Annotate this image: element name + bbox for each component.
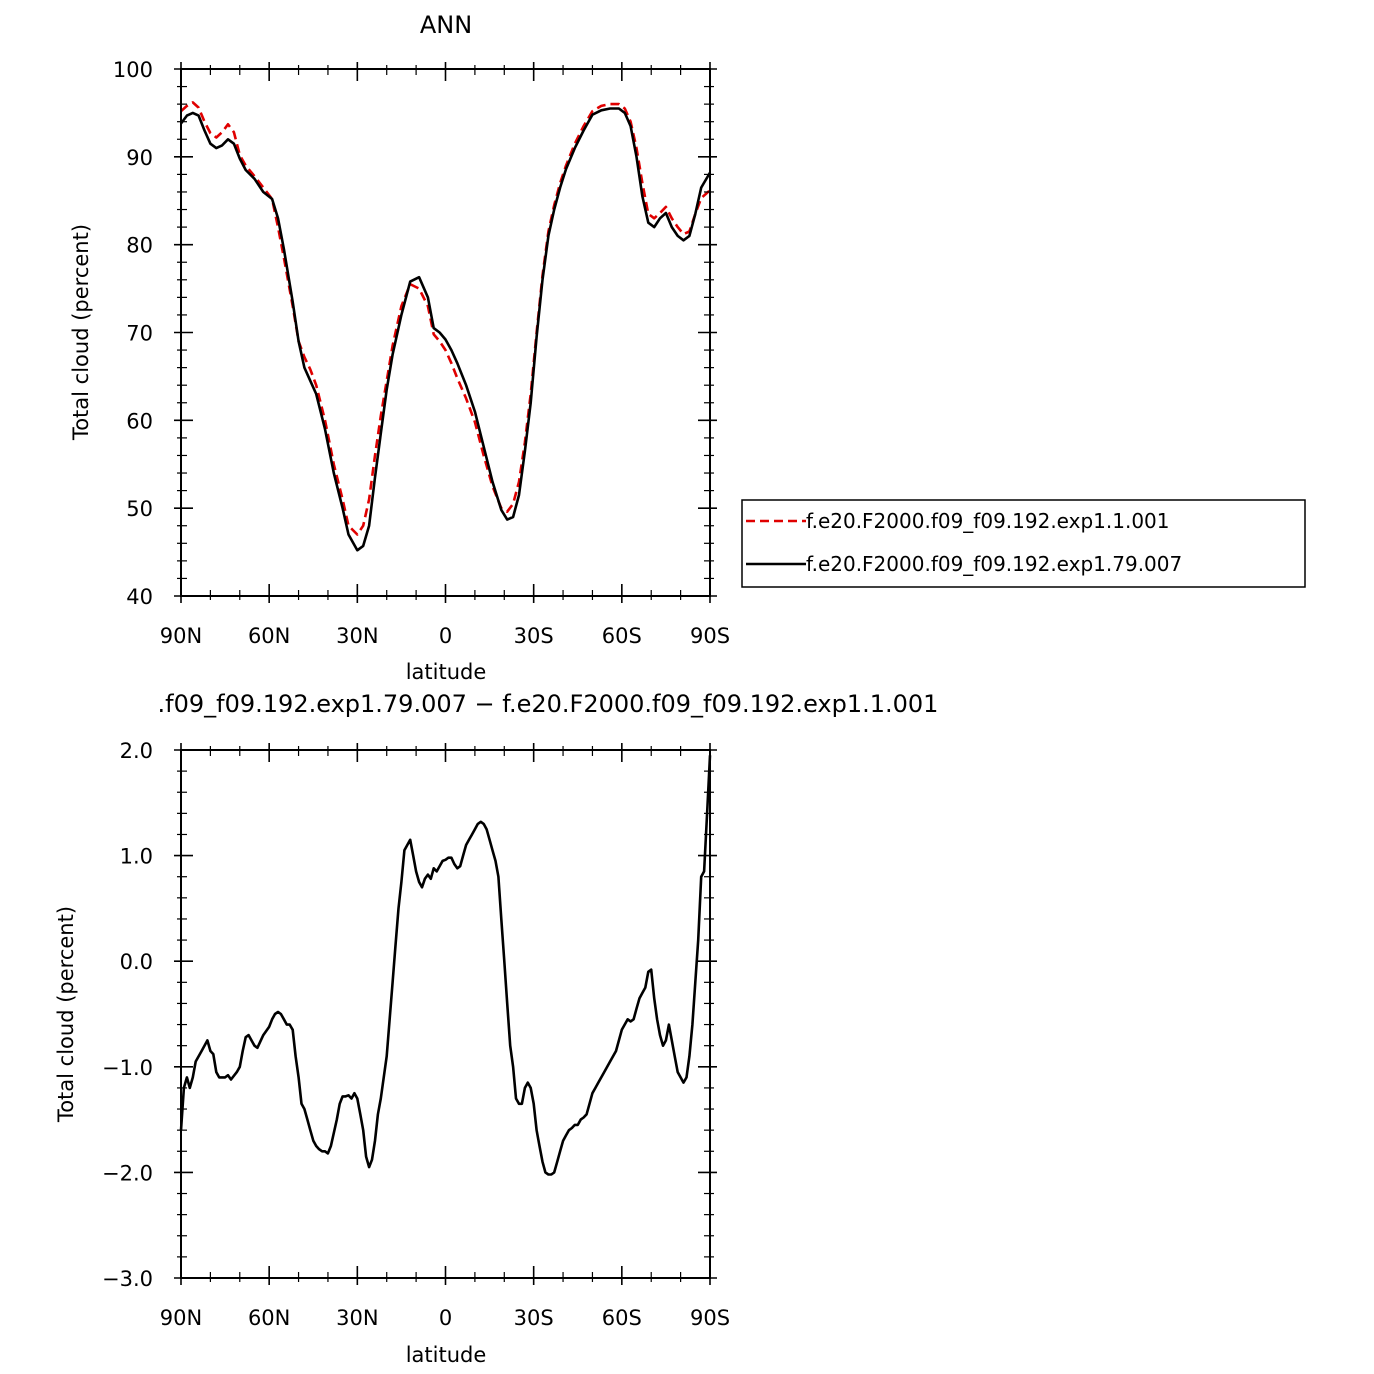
panel-title: .f09_f09.192.exp1.79.007 − f.e20.F2000.f… <box>158 690 939 718</box>
y-tick-label: 0.0 <box>120 950 153 974</box>
y-tick-label: 100 <box>113 58 153 82</box>
x-tick-label: 30N <box>336 1306 378 1330</box>
y-tick-label: −1.0 <box>102 1056 153 1080</box>
y-tick-label: 70 <box>126 322 153 346</box>
y-tick-label: 60 <box>126 409 153 433</box>
series-group <box>179 755 712 1176</box>
axis-ticks: 90N 60N 30N 0 30S 60S 90S 40 50 60 70 80 90 100 <box>113 58 730 648</box>
x-tick-label: 0 <box>439 1306 452 1330</box>
x-tick-label: 60N <box>248 1306 290 1330</box>
x-tick-label: 90S <box>690 1306 730 1330</box>
legend-label-1: f.e20.F2000.f09_f09.192.exp1.1.001 <box>806 509 1170 533</box>
x-tick-label: 60S <box>602 1306 642 1330</box>
legend: f.e20.F2000.f09_f09.192.exp1.1.001 f.e20… <box>741 499 1306 588</box>
x-tick-label: 90N <box>160 624 202 648</box>
y-tick-label: 80 <box>126 234 153 258</box>
x-tick-label: 30S <box>514 624 554 648</box>
y-axis-title: Total cloud (percent) <box>54 906 78 1123</box>
y-tick-label: 1.0 <box>120 845 153 869</box>
plot-frame <box>180 68 711 597</box>
legend-box <box>741 499 1306 588</box>
x-tick-label: 60S <box>602 624 642 648</box>
x-tick-label: 0 <box>439 624 452 648</box>
y-axis-title: Total cloud (percent) <box>69 224 93 441</box>
series-line-1 <box>179 755 712 1176</box>
difference-panel: .f09_f09.192.exp1.79.007 − f.e20.F2000.f… <box>54 690 938 1367</box>
x-axis-title: latitude <box>406 1343 487 1367</box>
x-axis-title: latitude <box>406 660 487 684</box>
x-tick-label: 30S <box>514 1306 554 1330</box>
y-tick-label: −2.0 <box>102 1161 153 1185</box>
annual-cloud-panel: ANN 90N 60N 30N 0 30S 60S 90S 40 50 60 70 80 90 100 l… <box>69 11 1306 684</box>
y-tick-label: 90 <box>126 146 153 170</box>
series-group <box>179 101 712 552</box>
y-tick-label: −3.0 <box>102 1267 153 1291</box>
plot-frame <box>180 749 711 1279</box>
x-tick-label: 30N <box>336 624 378 648</box>
legend-label-2: f.e20.F2000.f09_f09.192.exp1.79.007 <box>806 552 1182 576</box>
y-tick-label: 50 <box>126 497 153 521</box>
series-line-1 <box>180 101 711 536</box>
series-line-2 <box>179 107 712 552</box>
x-tick-label: 90S <box>690 624 730 648</box>
x-tick-label: 60N <box>248 624 290 648</box>
y-tick-label: 2.0 <box>120 739 153 763</box>
panel-title: ANN <box>420 11 472 39</box>
x-tick-label: 90N <box>160 1306 202 1330</box>
axis-ticks: 90N 60N 30N 0 30S 60S 90S −3.0 −2.0 −1.0 0.0 1.0 2.0 <box>102 739 730 1330</box>
y-tick-label: 40 <box>126 585 153 609</box>
